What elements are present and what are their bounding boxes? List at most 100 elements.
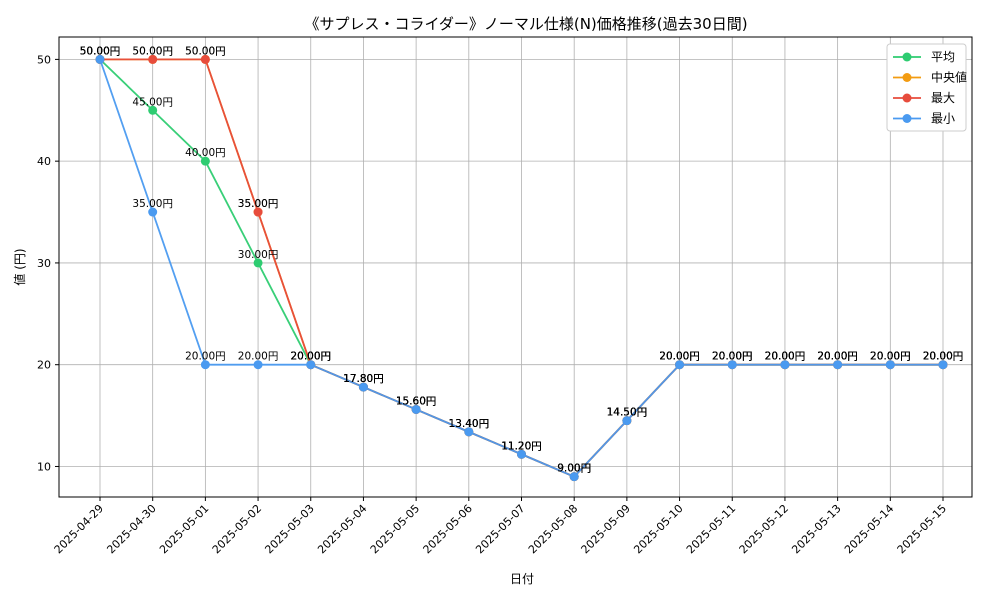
- data-label: 20.00円: [290, 351, 331, 363]
- data-label: 20.00円: [290, 351, 331, 363]
- data-point: [833, 360, 843, 370]
- x-tick-label: 2025-05-07: [473, 502, 527, 556]
- legend-marker: [902, 73, 912, 82]
- data-label: 50.00円: [185, 45, 226, 57]
- x-tick-label: 2025-05-10: [631, 502, 685, 556]
- y-tick-label: 20: [37, 359, 51, 372]
- y-axis-label: 値 (円): [12, 248, 27, 285]
- data-point: [938, 360, 948, 370]
- legend-box: [886, 43, 967, 132]
- data-label: 35.00円: [238, 198, 279, 210]
- data-label: 20.00円: [712, 351, 753, 363]
- data-point: [464, 427, 474, 437]
- data-label: 11.20円: [501, 440, 542, 452]
- data-label: 14.50円: [607, 407, 648, 419]
- data-label: 13.40円: [449, 418, 490, 430]
- data-point: [95, 54, 105, 64]
- x-tick-label: 2025-05-04: [315, 502, 369, 556]
- data-labels: 50.00円 45.00円 40.00円 30.00円 20.00円 17.80円 15.6…: [80, 45, 964, 474]
- data-point: [253, 207, 263, 217]
- data-point: [253, 258, 263, 268]
- data-label: 13.40円: [449, 418, 490, 430]
- data-label: 45.00円: [132, 96, 173, 108]
- x-tick-label: 2025-05-01: [157, 502, 211, 556]
- data-point: [253, 360, 263, 370]
- data-label: 15.60円: [396, 395, 437, 407]
- data-label: 40.00円: [185, 147, 226, 159]
- x-tick-label: 2025-04-29: [52, 502, 106, 556]
- data-point: [200, 156, 210, 166]
- data-label: 20.00円: [712, 351, 753, 363]
- data-label: 20.00円: [290, 351, 331, 363]
- x-tick-label: 2025-05-05: [368, 502, 422, 556]
- data-point: [306, 360, 316, 370]
- data-label: 50.00円: [80, 45, 121, 57]
- plot-frame: [58, 36, 973, 498]
- data-point: [411, 404, 421, 414]
- data-label: 50.00円: [80, 45, 121, 57]
- legend-marker: [902, 52, 912, 62]
- data-point: [148, 207, 158, 217]
- data-label: 20.00円: [817, 351, 858, 363]
- data-label: 14.50円: [607, 407, 648, 419]
- x-tick-label: 2025-05-06: [421, 502, 475, 556]
- data-point: [727, 360, 737, 370]
- x-tick-label: 2025-05-13: [789, 502, 843, 556]
- data-label: 13.40円: [449, 418, 490, 430]
- data-label: 20.00円: [659, 351, 700, 363]
- data-label: 11.20円: [501, 440, 542, 452]
- data-label: 20.00円: [712, 351, 753, 363]
- data-label: 13.40円: [449, 418, 490, 430]
- data-label: 9.00円: [557, 463, 591, 475]
- data-label: 20.00円: [923, 351, 964, 363]
- y-tick-label: 50: [37, 53, 51, 66]
- data-label: 50.00円: [80, 45, 121, 57]
- x-tick-label: 2025-05-15: [895, 502, 949, 556]
- grid: [59, 37, 972, 497]
- data-label: 20.00円: [659, 351, 700, 363]
- data-label: 9.00円: [557, 463, 591, 475]
- data-point: [148, 54, 158, 64]
- data-label: 15.60円: [396, 395, 437, 407]
- x-tick-label: 2025-04-30: [104, 502, 158, 556]
- series-group: [95, 54, 948, 482]
- data-label: 20.00円: [765, 351, 806, 363]
- x-axis-label: 日付: [510, 572, 534, 586]
- x-tick-label: 2025-05-14: [842, 502, 896, 556]
- data-label: 20.00円: [238, 351, 279, 363]
- data-label: 15.60円: [396, 395, 437, 407]
- data-label: 50.00円: [185, 45, 226, 57]
- data-label: 20.00円: [817, 351, 858, 363]
- data-label: 20.00円: [290, 351, 331, 363]
- data-label: 20.00円: [817, 351, 858, 363]
- data-label: 20.00円: [870, 351, 911, 363]
- data-label: 11.20円: [501, 440, 542, 452]
- x-tick-label: 2025-05-03: [262, 502, 316, 556]
- data-label: 30.00円: [238, 249, 279, 261]
- data-point: [885, 360, 895, 370]
- legend-marker: [902, 114, 912, 123]
- x-tick-label: 2025-05-09: [579, 502, 633, 556]
- data-point: [148, 105, 158, 115]
- data-point: [358, 382, 368, 392]
- legend-label: 最大: [931, 91, 955, 105]
- data-label: 20.00円: [870, 351, 911, 363]
- data-label: 17.80円: [343, 373, 384, 385]
- data-label: 50.00円: [80, 45, 121, 57]
- data-label: 50.00円: [132, 45, 173, 57]
- data-label: 50.00円: [132, 45, 173, 57]
- data-label: 20.00円: [870, 351, 911, 363]
- data-point: [200, 360, 210, 370]
- legend-label: 中央値: [931, 70, 967, 85]
- data-label: 14.50円: [607, 407, 648, 419]
- data-label: 14.50円: [607, 407, 648, 419]
- data-label: 9.00円: [557, 463, 591, 475]
- data-point: [200, 54, 210, 64]
- data-label: 20.00円: [923, 351, 964, 363]
- series-layer: [95, 54, 948, 482]
- data-label: 35.00円: [238, 198, 279, 210]
- data-label: 35.00円: [132, 198, 173, 210]
